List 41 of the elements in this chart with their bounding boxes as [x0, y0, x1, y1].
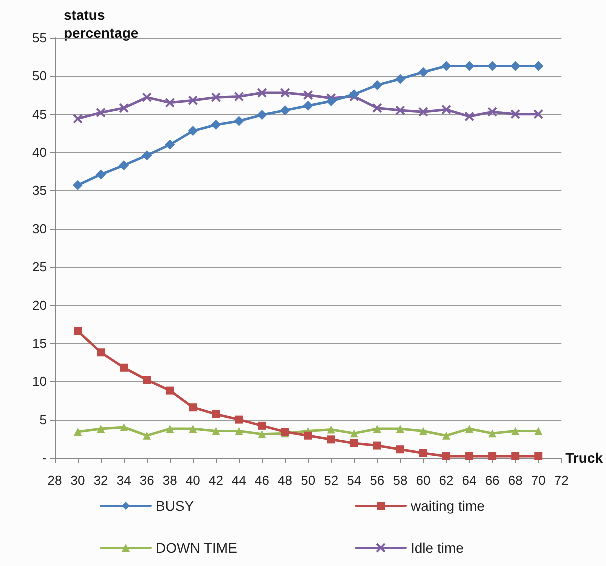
x-tick-label: 48 [278, 473, 293, 488]
x-tick-label: 68 [508, 473, 523, 488]
y-tick-label: 15 [32, 336, 47, 351]
x-tick-label: 42 [208, 473, 224, 488]
x-tick-label: 56 [370, 473, 385, 488]
x-tick-label: 58 [393, 473, 408, 488]
y-tick-label: 50 [32, 68, 47, 84]
x-tick-label: 54 [347, 473, 362, 488]
y-tick-label: 20 [32, 298, 47, 313]
x-tick-label: 36 [140, 473, 154, 488]
x-axis-title: Truck [566, 450, 604, 466]
x-tick-label: 32 [94, 473, 108, 488]
x-tick-label: 50 [301, 473, 316, 488]
y-tick-label: 5 [40, 412, 47, 428]
x-tick-label: 62 [439, 473, 454, 488]
y-tick-label: 35 [32, 183, 47, 198]
y-tick-label: 40 [32, 145, 47, 160]
x-tick-label: 64 [462, 473, 477, 488]
legend-label: BUSY [156, 498, 195, 514]
x-tick-label: 28 [48, 473, 62, 488]
y-tick-label: 30 [32, 221, 47, 236]
x-tick-label: 40 [186, 473, 200, 488]
legend-label: Idle time [411, 540, 464, 556]
y-tick-label: 55 [32, 30, 47, 46]
x-tick-label: 30 [70, 473, 86, 488]
x-tick-label: 34 [116, 473, 132, 488]
x-tick-label: 44 [232, 473, 246, 488]
y-tick-label: - [42, 450, 47, 466]
x-tick-label: 70 [531, 473, 546, 488]
legend-label: waiting time [410, 498, 486, 514]
x-tick-label: 46 [255, 473, 270, 488]
x-tick-label: 60 [416, 473, 431, 488]
y-axis-title: status percentage [64, 7, 139, 41]
x-tick-label: 72 [554, 473, 569, 488]
x-tick-label: 52 [324, 473, 339, 488]
x-tick-label: 38 [162, 473, 178, 488]
x-tick-label: 66 [485, 473, 500, 488]
y-tick-label: 45 [32, 106, 47, 122]
y-tick-label: 10 [32, 374, 47, 390]
legend-label: DOWN TIME [156, 540, 238, 556]
y-tick-label: 25 [32, 260, 47, 275]
